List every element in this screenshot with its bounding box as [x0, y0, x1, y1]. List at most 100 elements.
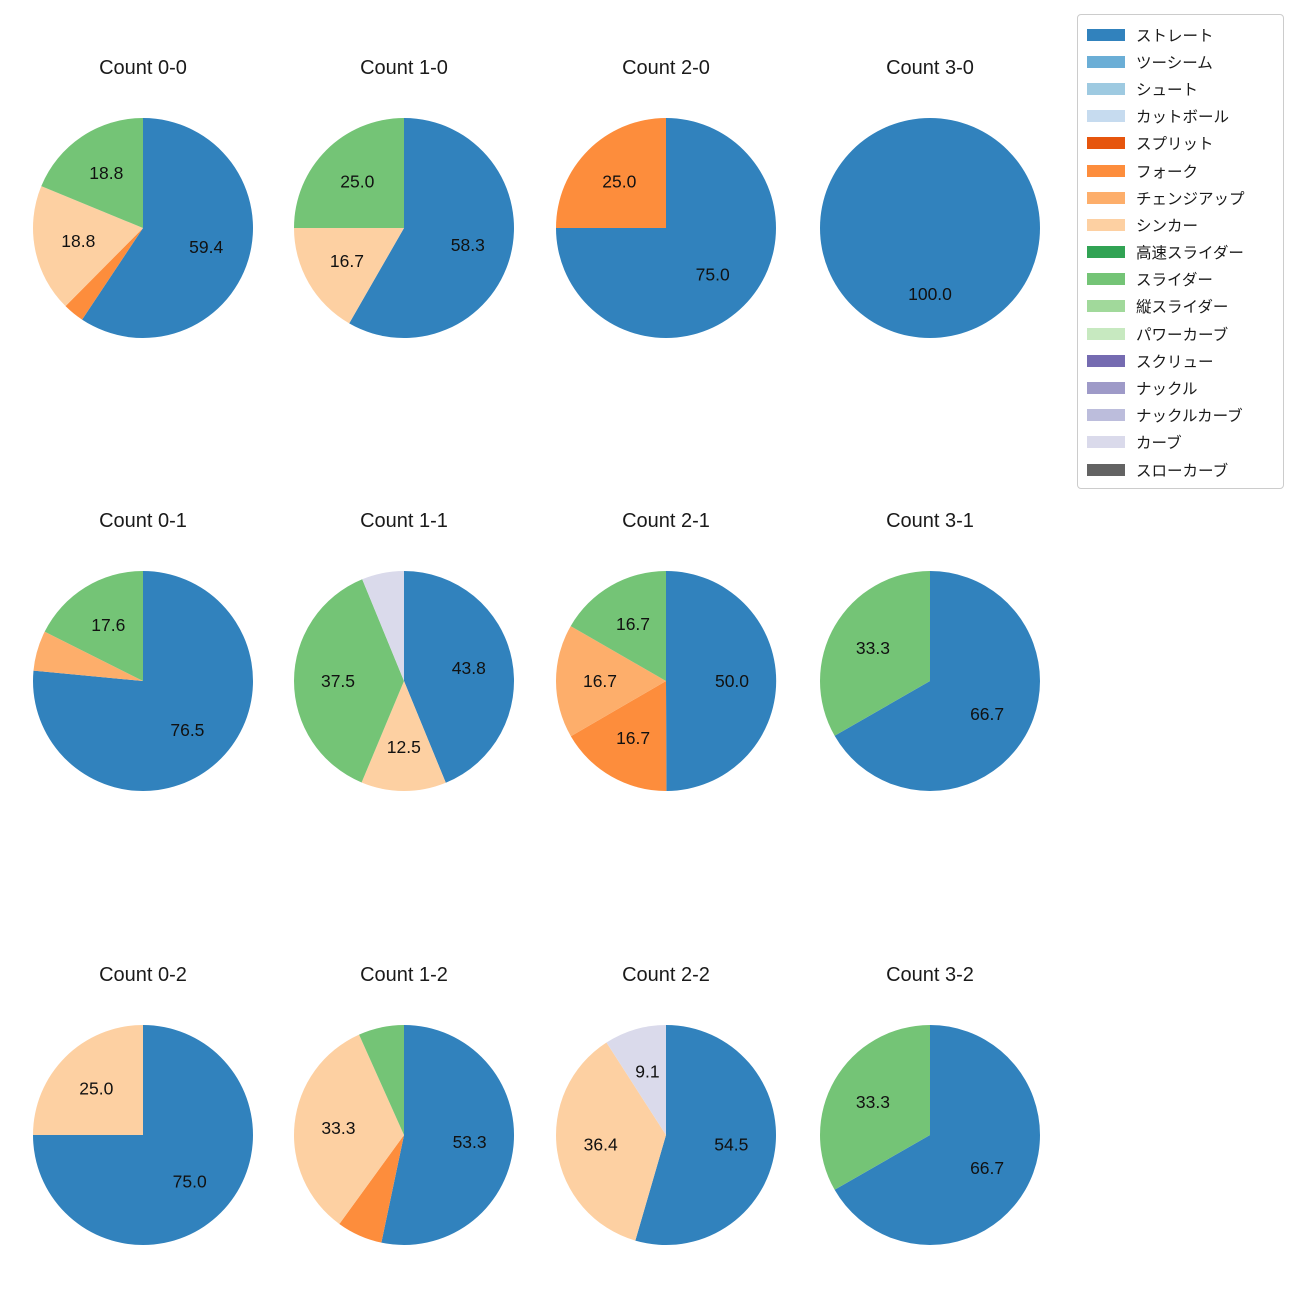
legend-label: スプリット: [1136, 136, 1214, 154]
pie-slice: [349, 118, 514, 338]
percent-label: 100.0: [908, 284, 952, 304]
percent-label: 33.3: [856, 1092, 890, 1112]
pie-slice: [293, 1034, 404, 1224]
legend-item: ツーシーム: [1078, 48, 1283, 75]
percent-label: 50.0: [715, 671, 749, 691]
pie-chart: 59.4 18.8 18.8: [32, 118, 254, 339]
legend-item: 縦スライダー: [1078, 293, 1283, 320]
legend-item: シュート: [1078, 75, 1283, 102]
pie-slice: [555, 626, 666, 737]
pie-slice: [820, 118, 1040, 338]
legend-item: シンカー: [1078, 211, 1283, 238]
percent-label: 54.5: [714, 1134, 748, 1154]
percent-label: 36.4: [584, 1135, 618, 1155]
chart-title: Count 1-0: [360, 57, 448, 79]
pie-slice: [33, 1025, 143, 1135]
legend-swatch: [1087, 273, 1125, 286]
legend-swatch: [1087, 463, 1125, 476]
legend-swatch: [1087, 55, 1125, 68]
pie-slice: [33, 631, 143, 681]
legend-label: スクリュー: [1136, 353, 1214, 371]
chart-title: Count 2-1: [622, 510, 710, 532]
percent-label: 16.7: [583, 671, 617, 691]
percent-label: 33.3: [856, 638, 890, 658]
pie-chart: 76.5 17.6: [33, 571, 254, 792]
chart-title: Count 3-2: [886, 964, 974, 986]
pie-slice: [44, 571, 143, 681]
legend-item: フォーク: [1078, 157, 1283, 184]
pie-slice: [41, 118, 143, 228]
pie-slice: [834, 1025, 1040, 1245]
percent-label: 25.0: [79, 1078, 113, 1098]
legend-label: 縦スライダー: [1136, 299, 1229, 317]
chart-title: Count 2-0: [622, 57, 710, 79]
pie-chart: 58.3 16.7 25.0: [294, 118, 514, 338]
legend-label: シュート: [1136, 81, 1199, 99]
percent-label: 37.5: [321, 671, 355, 691]
legend-swatch: [1087, 218, 1125, 231]
legend-item: 高速スライダー: [1078, 239, 1283, 266]
percent-label: 9.1: [635, 1062, 659, 1082]
pie-chart: 66.7 33.3: [819, 571, 1040, 791]
legend-swatch: [1087, 409, 1125, 422]
pie-slice: [635, 1025, 777, 1245]
legend-swatch: [1087, 246, 1125, 259]
pie-chart: 66.7 33.3: [819, 1025, 1040, 1245]
legend-swatch: [1087, 28, 1125, 41]
legend-swatch: [1087, 300, 1125, 313]
pie-slice: [606, 1025, 666, 1135]
legend-item: スクリュー: [1078, 347, 1283, 374]
legend-swatch: [1087, 327, 1125, 340]
legend-label: スローカーブ: [1136, 462, 1229, 480]
legend-swatch: [1087, 354, 1125, 367]
pie-slice: [666, 570, 777, 791]
pie-slice: [82, 118, 254, 339]
pie-chart: 54.5 36.4 9.1: [556, 1025, 777, 1245]
pie-slice: [33, 571, 254, 792]
legend-swatch: [1087, 137, 1125, 150]
pie-slice: [819, 571, 930, 736]
pie-slice: [570, 681, 667, 792]
legend-swatch: [1087, 110, 1125, 123]
pie-chart: 43.8 12.5 37.5: [294, 571, 515, 791]
percent-label: 12.5: [387, 737, 421, 757]
legend-swatch: [1087, 82, 1125, 95]
percent-label: 25.0: [602, 171, 636, 191]
percent-label: 76.5: [170, 720, 204, 740]
chart-title: Count 3-0: [886, 57, 974, 79]
legend-label: チェンジアップ: [1136, 190, 1245, 208]
legend-label: フォーク: [1136, 163, 1199, 181]
percent-label: 66.7: [970, 1158, 1004, 1178]
legend-label: ナックル: [1136, 381, 1198, 399]
legend-label: ナックルカーブ: [1136, 408, 1243, 426]
chart-title: Count 1-2: [360, 964, 448, 986]
pie-chart: 100.0: [820, 118, 1040, 338]
pie-chart: 75.0 25.0: [556, 118, 776, 338]
legend-item: カーブ: [1078, 429, 1283, 456]
pie-slice: [339, 1135, 404, 1243]
legend-label: シンカー: [1136, 217, 1199, 235]
percent-label: 58.3: [451, 235, 485, 255]
legend-swatch: [1087, 436, 1125, 449]
chart-title: Count 3-1: [886, 510, 974, 532]
legend-swatch: [1087, 382, 1125, 395]
pie-slice: [65, 228, 143, 320]
chart-title: Count 1-1: [360, 510, 448, 532]
pie-slice: [404, 571, 515, 783]
pitch-type-legend: ストレート ツーシーム シュート カットボール スプリット フォーク チェンジアップ シンカー…: [1077, 14, 1284, 489]
percent-label: 16.7: [330, 251, 364, 271]
legend-swatch: [1087, 191, 1125, 204]
percent-label: 53.3: [453, 1132, 487, 1152]
chart-title: Count 0-2: [99, 964, 187, 986]
pie-slice: [381, 1025, 515, 1245]
percent-label: 16.7: [616, 614, 650, 634]
legend-item: ナックル: [1078, 374, 1283, 401]
legend-item: ストレート: [1078, 21, 1283, 48]
pie-slice: [294, 579, 404, 783]
percent-label: 18.8: [89, 163, 123, 183]
percent-label: 17.6: [91, 615, 125, 635]
legend-item: スローカーブ: [1078, 456, 1283, 483]
pie-slice: [359, 1025, 404, 1135]
percent-label: 25.0: [340, 171, 374, 191]
